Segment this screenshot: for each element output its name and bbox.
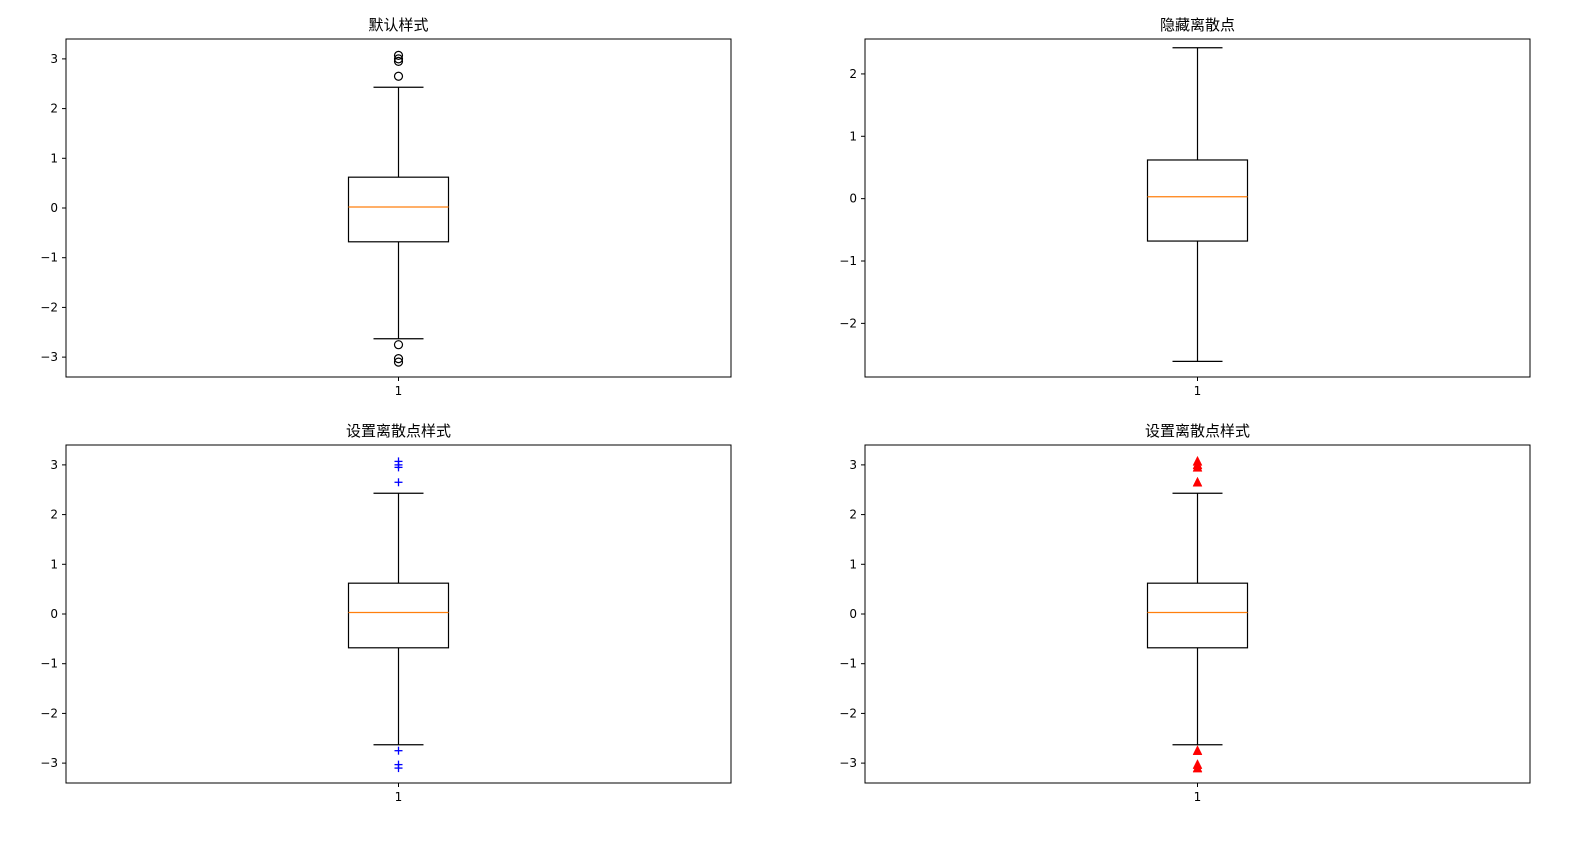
outlier-point — [393, 54, 404, 64]
y-tick-label: −3 — [839, 756, 857, 770]
y-tick-label: 1 — [50, 151, 58, 165]
y-tick-label: −2 — [40, 706, 58, 720]
y-tick-label: −3 — [40, 350, 58, 364]
outlier-point — [1192, 762, 1203, 773]
subplot-outlier-style-plus: 设置离散点样式 −3 −2 −1 0 1 2 3 1 — [0, 406, 796, 831]
outlier-point — [393, 357, 404, 367]
y-tick-label: −2 — [839, 706, 857, 720]
y-tick-label: −1 — [839, 254, 857, 268]
x-tick-label: 1 — [395, 384, 403, 398]
y-tick-label: 1 — [50, 557, 58, 571]
subplot-hide-outliers: 隐藏离散点 −2 −1 0 1 2 1 — [799, 0, 1593, 425]
subplot-outlier-style-triangle: 设置离散点样式 −3 −2 −1 0 1 2 3 1 — [799, 406, 1593, 831]
box-iqr — [347, 176, 450, 243]
outlier-point — [1192, 461, 1203, 472]
y-tick-label: 0 — [50, 607, 58, 621]
outlier-point — [393, 71, 404, 81]
y-tick-label: 2 — [50, 508, 58, 522]
outlier-point — [394, 764, 403, 773]
boxplot-1: 隐藏离散点 −2 −1 0 1 2 1 — [839, 16, 1531, 398]
y-tick-label: −1 — [40, 251, 58, 265]
x-tick-label: 1 — [395, 790, 403, 804]
box-iqr — [1146, 159, 1249, 242]
outlier-point — [394, 746, 403, 755]
boxplot-2: 设置离散点样式 −3 −2 −1 0 1 2 3 1 — [40, 422, 732, 804]
outlier-point — [1192, 476, 1203, 487]
y-tick-label: 1 — [849, 557, 857, 571]
y-tick-label: 3 — [849, 458, 857, 472]
y-tick-label: −3 — [40, 756, 58, 770]
x-tick-label: 1 — [1194, 384, 1202, 398]
outlier-point — [393, 340, 404, 350]
y-tick-label: 2 — [849, 67, 857, 81]
boxplot-0: 默认样式 −3 −2 −1 0 1 2 3 1 — [40, 16, 732, 398]
box-iqr — [1146, 582, 1249, 649]
y-tick-label: 0 — [849, 607, 857, 621]
outlier-point — [1192, 745, 1203, 755]
outlier-point — [393, 56, 404, 66]
y-tick-label: 1 — [849, 129, 857, 143]
y-tick-label: −1 — [40, 657, 58, 671]
y-tick-label: −2 — [839, 316, 857, 330]
y-tick-label: 3 — [50, 458, 58, 472]
y-tick-label: 2 — [50, 102, 58, 116]
y-tick-label: 3 — [50, 52, 58, 66]
subplot-default-style: 默认样式 −3 −2 −1 0 1 2 3 1 — [0, 0, 796, 425]
y-tick-label: 0 — [50, 201, 58, 215]
chart-title: 设置离散点样式 — [1145, 422, 1250, 440]
x-tick-label: 1 — [1194, 790, 1202, 804]
y-tick-label: 0 — [849, 192, 857, 206]
outlier-point — [393, 50, 404, 61]
y-tick-label: −2 — [40, 300, 58, 314]
chart-title: 默认样式 — [368, 16, 428, 34]
outlier-point — [393, 354, 404, 364]
chart-title: 设置离散点样式 — [346, 422, 451, 440]
outlier-point — [394, 478, 403, 487]
y-tick-label: 2 — [849, 508, 857, 522]
outlier-point — [394, 463, 403, 472]
y-tick-label: −1 — [839, 657, 857, 671]
boxplot-3: 设置离散点样式 −3 −2 −1 0 1 2 3 1 — [839, 422, 1531, 804]
chart-title: 隐藏离散点 — [1160, 16, 1235, 34]
box-iqr — [347, 582, 450, 649]
